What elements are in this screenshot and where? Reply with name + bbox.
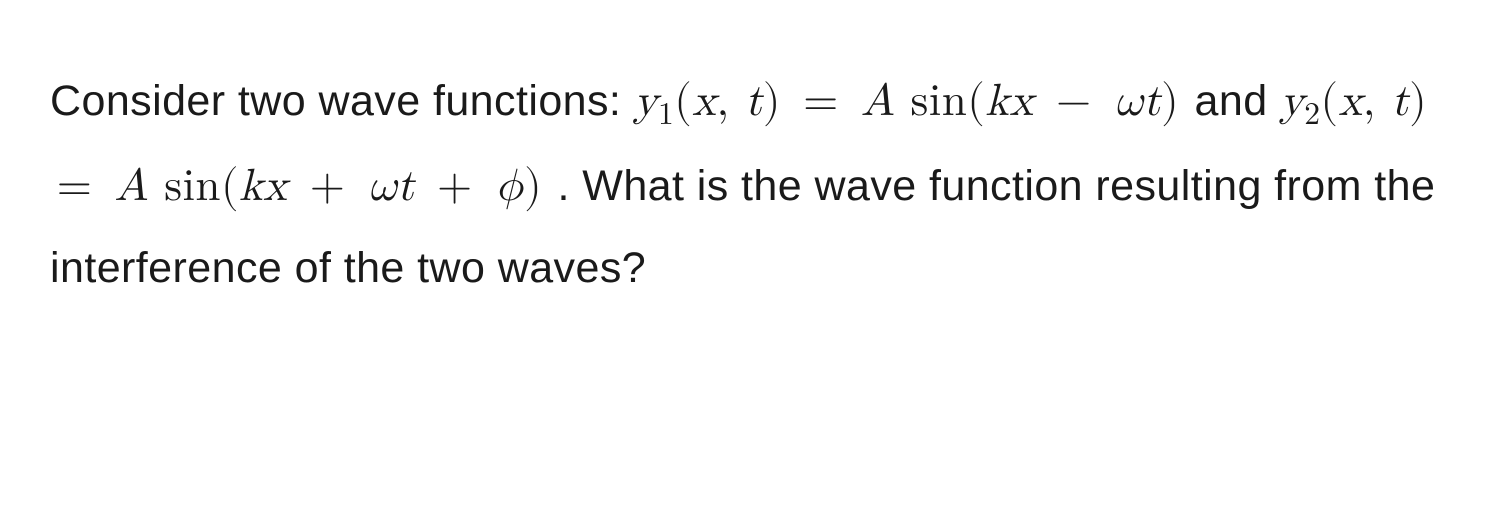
var-A: A (861, 79, 895, 124)
paren-open: ( (967, 79, 985, 124)
paren-open: ( (1320, 79, 1338, 124)
plus: + (430, 164, 479, 209)
paren-close: ) (763, 79, 781, 124)
paren-close: ) (1161, 79, 1179, 124)
var-y1: y (634, 79, 658, 124)
fn-sin: sin (911, 79, 968, 124)
text-segment-1: Consider two wave functions: (50, 77, 634, 125)
var-y2: y (1280, 79, 1304, 124)
var-omega: ω (367, 164, 396, 209)
paren-close: ) (524, 164, 542, 209)
var-k: k (239, 164, 263, 209)
var-x: x (1010, 79, 1034, 124)
var-x: x (263, 164, 287, 209)
minus: − (1049, 79, 1098, 124)
plus: + (303, 164, 352, 209)
equals: = (50, 164, 99, 209)
var-omega: ω (1114, 79, 1143, 124)
subscript-2: 2 (1304, 100, 1320, 131)
paren-open: ( (674, 79, 692, 124)
fn-sin: sin (164, 164, 221, 209)
comma: , (716, 79, 729, 124)
var-x: x (1338, 79, 1362, 124)
var-x: x (692, 79, 716, 124)
var-phi: ϕ (495, 164, 524, 209)
var-A: A (115, 164, 149, 209)
var-t: t (1391, 79, 1409, 124)
var-t: t (1143, 79, 1161, 124)
paren-open: ( (221, 164, 239, 209)
equation-1: y1(x, t) = A sin(kx − ωt) (634, 79, 1195, 124)
equals: = (796, 79, 845, 124)
var-t: t (745, 79, 763, 124)
problem-text: Consider two wave functions: y1(x, t) = … (50, 60, 1450, 308)
var-k: k (985, 79, 1009, 124)
problem-container: Consider two wave functions: y1(x, t) = … (0, 0, 1500, 358)
text-segment-2: and (1195, 77, 1280, 125)
paren-close: ) (1409, 79, 1427, 124)
comma: , (1363, 79, 1376, 124)
subscript-1: 1 (658, 100, 674, 131)
var-t: t (397, 164, 415, 209)
